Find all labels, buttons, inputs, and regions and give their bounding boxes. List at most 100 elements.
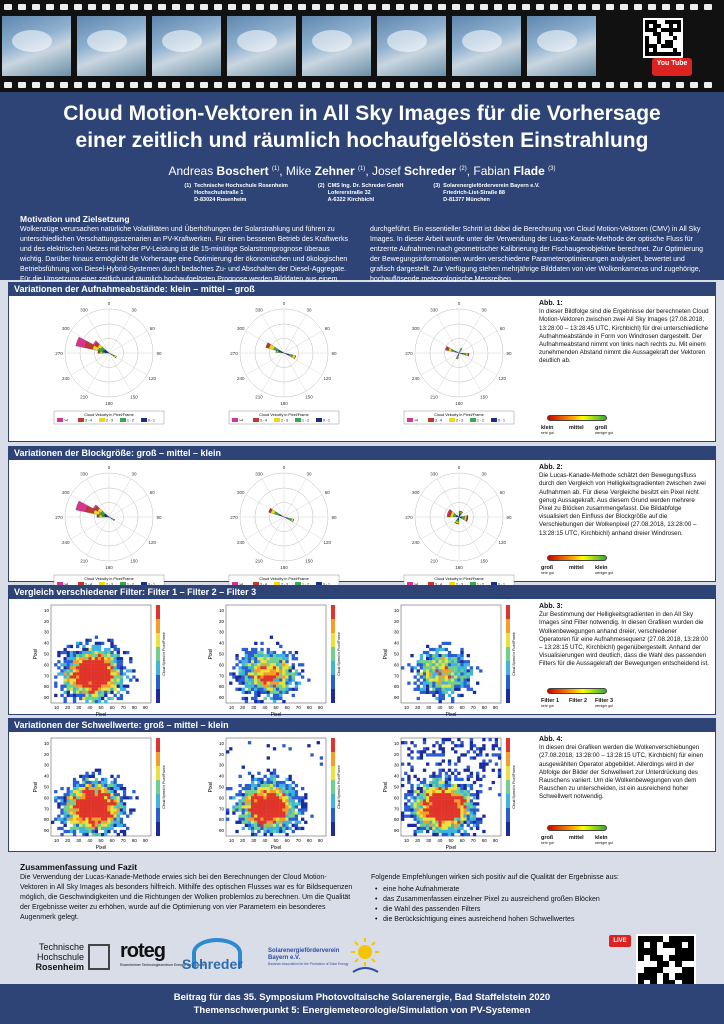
heatmap-cell xyxy=(441,814,445,818)
heatmap-cell xyxy=(85,832,89,837)
heatmap-cell xyxy=(291,657,295,661)
film-hole xyxy=(144,82,152,88)
heatmap-cell xyxy=(54,663,58,667)
heatmap-cell xyxy=(79,684,83,688)
heatmap-cell xyxy=(419,820,424,824)
heatmap-cell xyxy=(447,675,452,679)
heatmap-cell xyxy=(72,790,77,794)
heatmap-cell xyxy=(129,669,133,673)
heatmap-cell xyxy=(435,811,439,815)
heatmap-cell xyxy=(113,790,117,794)
heatmap-cell xyxy=(241,690,245,695)
heatmap-ytick: 30 xyxy=(44,763,50,768)
heatmap-cell xyxy=(232,805,236,809)
heatmap-cell xyxy=(63,672,67,676)
film-hole xyxy=(284,82,292,88)
windrose-legend: Cloud Velocity in Pixel/Frame>43 - 42 - … xyxy=(53,574,165,589)
heatmap-cell xyxy=(244,650,249,655)
heatmap-cell xyxy=(441,675,445,679)
heatmap-cell xyxy=(272,799,277,803)
heatmap-cell xyxy=(441,783,445,788)
heatmap-cell xyxy=(401,741,405,745)
heatmap-cell xyxy=(119,666,124,670)
heatmap-cell xyxy=(91,699,95,704)
author-first-name: Mike xyxy=(285,164,312,178)
heatmap-cell xyxy=(426,817,430,821)
qr-code-youtube[interactable] xyxy=(643,18,683,58)
heatmap-cell xyxy=(104,787,108,791)
heatmap-cell xyxy=(257,817,261,821)
windrose-angle-label: 330 xyxy=(430,308,438,313)
heatmap-cell xyxy=(444,793,449,797)
heatmap-cell xyxy=(426,669,430,673)
film-hole xyxy=(354,82,362,88)
windrose-angle-label: 120 xyxy=(149,376,157,381)
heatmap-cell xyxy=(429,826,433,831)
heatmap-cell xyxy=(297,811,302,815)
quality-label-text: Filter 1 xyxy=(541,698,560,704)
heatmap-cell xyxy=(110,650,114,655)
heatmap-cell xyxy=(94,823,99,828)
heatmap-cell xyxy=(76,678,80,682)
heatmap-cell xyxy=(279,783,283,788)
heatmap-cell xyxy=(282,690,286,695)
heatmap-cell xyxy=(457,829,461,834)
heatmap-cell xyxy=(63,666,67,670)
heatmap-cell xyxy=(472,811,477,815)
heatmap-cell xyxy=(91,820,95,824)
heatmap-cell xyxy=(435,647,439,652)
heatmap-cell xyxy=(444,777,449,782)
heatmap-cell xyxy=(82,681,86,685)
heatmap-cell xyxy=(441,759,445,763)
heatmap-cell xyxy=(110,654,114,658)
heatmap-cell xyxy=(482,765,486,769)
qr-module xyxy=(673,52,677,56)
heatmap-cell xyxy=(247,790,252,794)
heatmap-cell xyxy=(94,690,99,695)
heatmap-cell xyxy=(447,823,452,828)
heatmap-cell xyxy=(404,805,408,809)
heatmap-cell xyxy=(238,666,242,670)
colorbar-segment xyxy=(156,619,160,633)
heatmap-cell xyxy=(110,672,114,676)
heatmap-cell xyxy=(438,783,442,788)
heatmap-cell xyxy=(82,666,86,670)
heatmap-cell xyxy=(97,684,102,688)
film-hole xyxy=(592,4,600,10)
windrose-wedge xyxy=(294,355,296,359)
heatmap-cell xyxy=(407,793,411,797)
heatmap-cell xyxy=(113,684,117,688)
heatmap-cell xyxy=(94,802,99,806)
heatmap-cell xyxy=(116,793,120,797)
windrose-angle-label: 330 xyxy=(430,472,438,477)
heatmap-cell xyxy=(238,793,242,797)
heatmap-cell xyxy=(116,663,120,667)
heatmap-cell xyxy=(63,660,67,664)
colorbar-label: Cloud Speed in Pixel/Frame xyxy=(162,765,166,809)
heatmap-cell xyxy=(432,660,436,664)
heatmap-cell xyxy=(241,814,245,818)
legend-bin-label: 0 - 1 xyxy=(498,583,505,587)
windrose-angle-label: 240 xyxy=(412,376,420,381)
heatmap-cell xyxy=(479,669,483,673)
film-hole xyxy=(466,82,474,88)
heatmap-cell xyxy=(422,817,427,821)
heatmap-cell xyxy=(88,687,92,691)
heatmap-cell xyxy=(410,793,414,797)
heatmap-cell xyxy=(457,654,461,658)
windrose-spoke xyxy=(108,516,132,556)
quality-label: groß sehr gut xyxy=(541,835,554,845)
heatmap-cell xyxy=(94,669,99,673)
heatmap-cell xyxy=(107,811,111,815)
heatmap-cell xyxy=(85,811,89,815)
windrose-angle-label: 180 xyxy=(105,401,113,406)
author: Mike Zehner (1), xyxy=(285,164,372,178)
heatmap-cell xyxy=(66,787,70,791)
heatmap-cell xyxy=(122,687,127,691)
heatmap-cell xyxy=(460,802,464,806)
heatmap-cell xyxy=(244,799,249,803)
qr-module xyxy=(657,40,661,44)
heatmap-cell xyxy=(441,799,445,803)
heatmap-cell xyxy=(426,663,430,667)
heatmap-cell xyxy=(407,777,411,782)
